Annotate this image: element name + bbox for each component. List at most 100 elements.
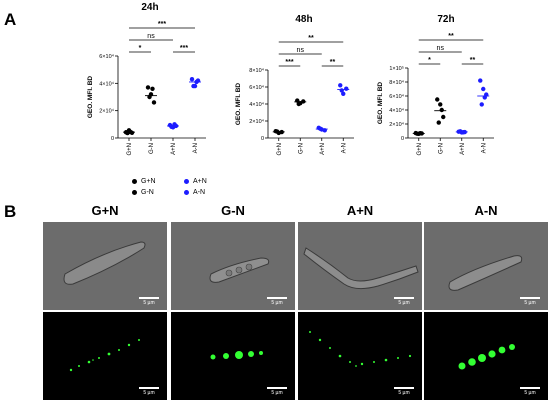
y-axis-label: GEO. MFI. BD	[235, 83, 242, 126]
y-axis-label: GEO. MFI. BD	[87, 76, 94, 119]
x-tick-label: A-N	[193, 143, 199, 153]
x-tick-label: G-N	[298, 143, 304, 154]
data-point	[435, 97, 440, 102]
x-tick-label: A+N	[320, 143, 326, 155]
data-point	[296, 101, 301, 107]
y-tick-label: 1×10⁵	[389, 65, 404, 72]
charts-svg: 0 2×10⁴ 4×10⁴ 6×10⁴ GEO. MFI. BD G+N G-N A+N A-N…	[87, 21, 494, 156]
data-point	[338, 83, 343, 88]
significance-label: ns	[297, 47, 305, 54]
scale-label: 5 µm	[524, 390, 536, 396]
data-point	[439, 107, 444, 113]
chart-title-72h: 72h	[437, 14, 455, 25]
legend-label-a-minus-n: A-N	[193, 189, 206, 196]
y-tick-label: 0	[401, 136, 404, 142]
x-tick-label: G+N	[277, 143, 283, 156]
panel-b-label: B	[4, 202, 17, 221]
significance-label: ns	[147, 33, 155, 40]
significance-label: ***	[158, 21, 166, 28]
significance-label: ns	[437, 45, 445, 52]
data-point	[145, 85, 151, 90]
scale-bar	[520, 297, 540, 299]
scale-label: 5 µm	[524, 300, 536, 306]
legend-dot-g-minus-n	[132, 189, 137, 195]
significance-label: *	[139, 45, 142, 52]
scale-label: 5 µm	[143, 390, 155, 396]
scale-bar	[139, 387, 159, 389]
scale-bar	[520, 387, 540, 389]
data-point	[339, 88, 344, 93]
data-point	[441, 114, 446, 120]
scale-label: 5 µm	[271, 390, 283, 396]
scale-label: 5 µm	[271, 300, 283, 306]
data-point	[478, 78, 483, 83]
significance-label: *	[428, 57, 431, 64]
y-tick-label: 6×10⁴	[389, 93, 404, 100]
data-point	[191, 83, 196, 89]
panel-a-label: A	[4, 10, 17, 29]
x-tick-label: A+N	[171, 143, 177, 155]
y-tick-label: 6×10⁴	[99, 53, 114, 60]
y-tick-label: 4×10⁴	[99, 80, 114, 87]
legend-label-a-plus-n: A+N	[193, 178, 207, 185]
legend-item-a-plus-n: A+N	[184, 178, 207, 185]
y-tick-label: 8×10⁴	[389, 79, 404, 86]
y-tick-label: 2×10⁴	[389, 121, 404, 128]
fluorescence-image-a-minus-n: 5 µm	[424, 312, 548, 400]
col-title-g-minus-n: G-N	[221, 203, 245, 218]
x-tick-label: A-N	[481, 143, 487, 153]
brightfield-image-g-minus-n: 5 µm	[171, 222, 295, 310]
x-tick-label: G-N	[149, 143, 155, 154]
brightfield-image-a-plus-n: 5 µm	[298, 222, 422, 310]
y-axis-label: GEO. MFI. BD	[377, 82, 384, 125]
brightfield-image-a-minus-n: 5 µm	[424, 222, 548, 310]
x-tick-label: G+N	[417, 143, 423, 156]
y-tick-label: 6×10⁴	[249, 84, 264, 91]
x-tick-label: A+N	[460, 143, 466, 155]
col-title-a-minus-n: A-N	[474, 203, 498, 218]
scale-label: 5 µm	[398, 300, 410, 306]
chart-title-24h: 24h	[141, 2, 159, 13]
x-tick-label: G+N	[127, 143, 133, 156]
x-tick-label: G-N	[438, 143, 444, 154]
y-tick-label: 0	[261, 136, 264, 142]
y-tick-label: 4×10⁴	[389, 107, 404, 114]
y-tick-label: 2×10⁴	[249, 118, 264, 125]
scale-bar	[267, 297, 287, 299]
brightfield-image-g-plus-n: 5 µm	[43, 222, 167, 310]
y-tick-label: 0	[111, 136, 114, 142]
scale-bar	[139, 297, 159, 299]
data-point	[344, 86, 349, 91]
significance-label: **	[470, 57, 476, 64]
legend-dot-g-plus-n	[132, 178, 137, 184]
data-point	[436, 120, 441, 125]
data-point	[341, 91, 346, 97]
data-point	[438, 102, 443, 107]
scale-bar	[394, 297, 414, 299]
legend-item-g-minus-n: G-N	[132, 189, 154, 196]
col-title-g-plus-n: G+N	[91, 203, 119, 218]
scale-bar	[394, 387, 414, 389]
legend-item-a-minus-n: A-N	[184, 189, 205, 196]
y-tick-label: 4×10⁴	[249, 101, 264, 108]
significance-label: ***	[180, 45, 188, 52]
fluorescence-image-g-plus-n: 5 µm	[43, 312, 167, 400]
legend-label-g-plus-n: G+N	[141, 178, 156, 185]
data-point	[172, 122, 177, 127]
data-point	[150, 86, 155, 92]
fluorescence-image-g-minus-n: 5 µm	[171, 312, 295, 400]
fluorescence-image-a-plus-n: 5 µm	[298, 312, 422, 400]
significance-label: **	[308, 35, 314, 42]
significance-label: **	[330, 59, 336, 66]
data-point	[479, 102, 484, 107]
legend-item-g-plus-n: G+N	[132, 178, 156, 185]
data-point	[151, 100, 157, 105]
x-tick-label: A-N	[341, 143, 347, 153]
significance-label: ***	[285, 59, 293, 66]
data-point	[189, 77, 195, 82]
legend-dot-a-plus-n	[184, 178, 189, 184]
data-point	[481, 86, 486, 92]
scale-label: 5 µm	[398, 390, 410, 396]
legend-dot-a-minus-n	[184, 189, 189, 195]
legend-label-g-minus-n: G-N	[141, 189, 154, 196]
